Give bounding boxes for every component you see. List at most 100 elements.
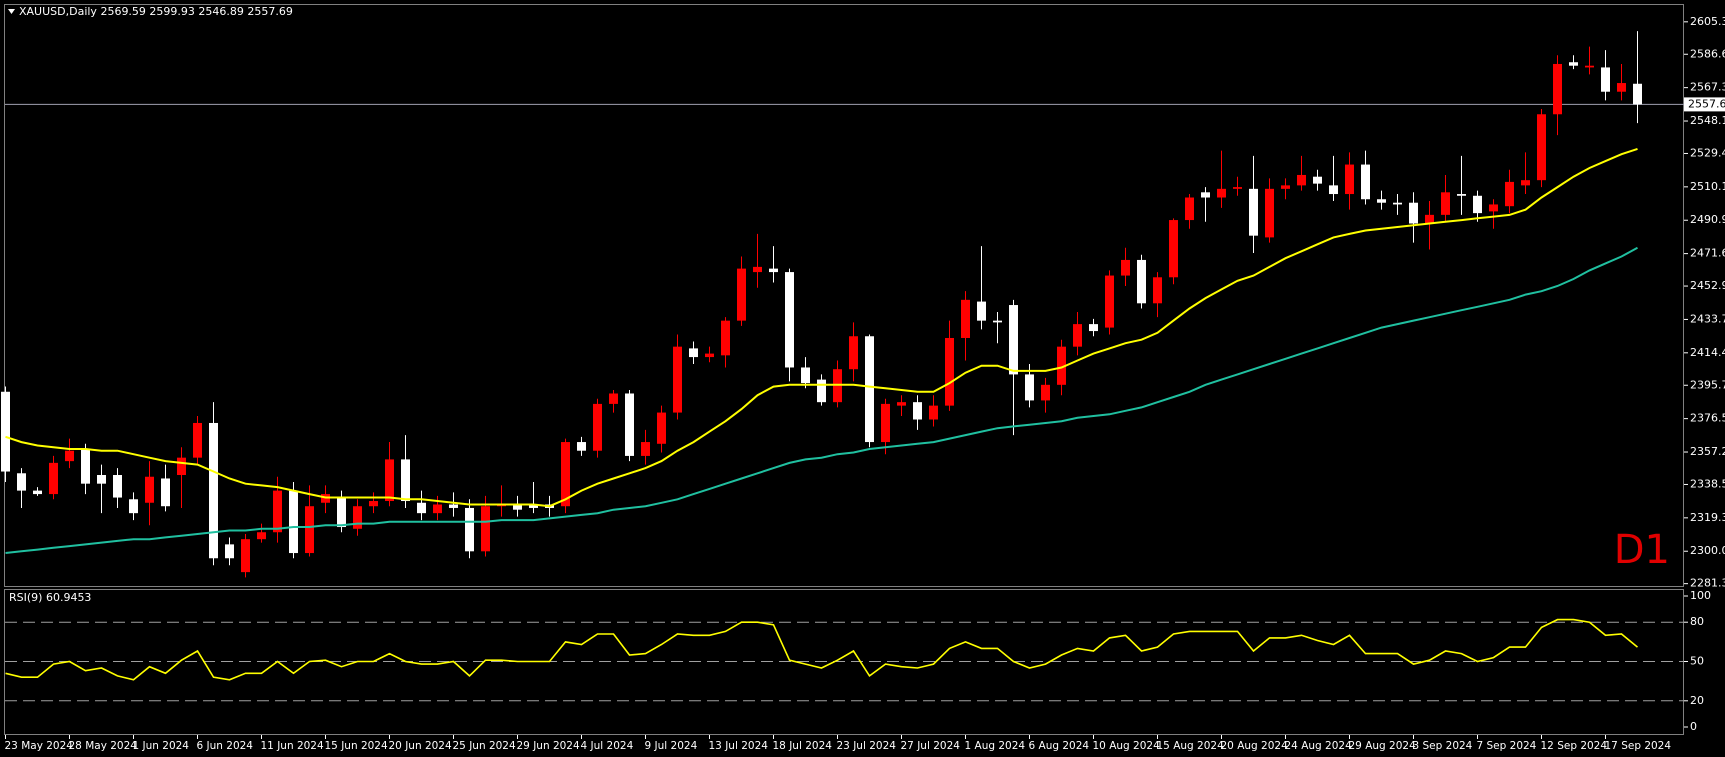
x-tick-label: 15 Jun 2024 bbox=[325, 740, 388, 752]
menu-triangle[interactable] bbox=[8, 9, 15, 14]
y-tick-label: 2471.65 bbox=[1690, 247, 1725, 260]
current-price-box bbox=[1684, 97, 1725, 112]
y-tick-label: 2414.45 bbox=[1690, 346, 1725, 359]
candle-body bbox=[1585, 65, 1594, 68]
candle-body bbox=[1041, 384, 1050, 401]
candle-body bbox=[65, 450, 74, 462]
candle-body bbox=[657, 412, 666, 444]
x-tick-label: 15 Aug 2024 bbox=[1157, 740, 1225, 752]
y-tick-label: 2300.05 bbox=[1690, 544, 1725, 557]
candle-body bbox=[225, 544, 234, 559]
x-tick-label: 28 May 2024 bbox=[69, 740, 138, 752]
y-tick-label: 2510.15 bbox=[1690, 180, 1725, 193]
candle-body bbox=[929, 405, 938, 420]
y-tick-label: 2395.75 bbox=[1690, 378, 1725, 391]
candle-body bbox=[209, 422, 218, 559]
candle-body bbox=[849, 336, 858, 370]
candle-body bbox=[1201, 192, 1210, 198]
candle-body bbox=[881, 403, 890, 443]
timeframe-label: D1 bbox=[1614, 527, 1670, 573]
main-panel-frame bbox=[4, 4, 1684, 587]
candle-body bbox=[769, 268, 778, 273]
candle-body bbox=[1169, 220, 1178, 278]
candle-body bbox=[1009, 305, 1018, 375]
x-tick-label: 23 Jul 2024 bbox=[837, 740, 897, 752]
x-tick-label: 4 Jul 2024 bbox=[581, 740, 634, 752]
candle-body bbox=[561, 442, 570, 507]
candle-body bbox=[1441, 192, 1450, 215]
candle-body bbox=[1105, 275, 1114, 328]
candle-body bbox=[33, 490, 42, 495]
candle-body bbox=[721, 320, 730, 356]
candle-body bbox=[1313, 176, 1322, 184]
x-tick-label: 1 Aug 2024 bbox=[965, 740, 1026, 752]
y-tick-label: 20 bbox=[1690, 694, 1704, 707]
candle-body bbox=[625, 393, 634, 456]
candle-body bbox=[1137, 259, 1146, 304]
candle-body bbox=[1505, 181, 1514, 207]
y-tick-label: 2319.30 bbox=[1690, 511, 1725, 524]
candle-body bbox=[1521, 180, 1530, 186]
x-tick-label: 27 Jul 2024 bbox=[901, 740, 961, 752]
x-tick-label: 23 May 2024 bbox=[5, 740, 74, 752]
x-tick-label: 17 Sep 2024 bbox=[1605, 740, 1672, 752]
candle-body bbox=[449, 504, 458, 508]
y-tick-label: 2548.10 bbox=[1690, 114, 1725, 127]
candle-body bbox=[369, 501, 378, 507]
candle-body bbox=[1153, 277, 1162, 304]
candle-body bbox=[385, 459, 394, 502]
candle-body bbox=[161, 478, 170, 507]
y-tick-label: 2529.40 bbox=[1690, 146, 1725, 159]
x-tick-label: 9 Jul 2024 bbox=[645, 740, 698, 752]
candle-body bbox=[577, 442, 586, 451]
candle-body bbox=[1057, 346, 1066, 385]
y-tick-label: 2586.60 bbox=[1690, 47, 1725, 60]
x-tick-label: 18 Jul 2024 bbox=[773, 740, 833, 752]
candle-body bbox=[1457, 194, 1466, 196]
candle-body bbox=[337, 497, 346, 528]
candle-body bbox=[913, 402, 922, 420]
candle-body bbox=[961, 299, 970, 338]
candle-body bbox=[1409, 202, 1418, 224]
candle-body bbox=[1393, 202, 1402, 205]
candle-body bbox=[1121, 259, 1130, 276]
candle-body bbox=[465, 507, 474, 552]
candle-body bbox=[481, 506, 490, 552]
candle-body bbox=[1473, 195, 1482, 214]
candle-body bbox=[1329, 185, 1338, 195]
x-tick-label: 11 Jun 2024 bbox=[261, 740, 324, 752]
y-tick-label: 2357.25 bbox=[1690, 445, 1725, 458]
moving-average-line bbox=[5, 147, 1638, 508]
candle-body bbox=[1489, 204, 1498, 212]
candle-body bbox=[641, 442, 650, 456]
candle-body bbox=[993, 320, 1002, 323]
candle-body bbox=[529, 504, 538, 508]
candle-body bbox=[273, 490, 282, 533]
candle-body bbox=[689, 348, 698, 358]
candle-body bbox=[241, 539, 250, 573]
candle-body bbox=[897, 402, 906, 406]
chart-title: XAUUSD,Daily 2569.59 2599.93 2546.89 255… bbox=[19, 5, 293, 18]
candle-body bbox=[1617, 83, 1626, 92]
y-tick-label: 2376.50 bbox=[1690, 412, 1725, 425]
candle-body bbox=[1073, 324, 1082, 347]
candle-body bbox=[753, 266, 762, 273]
y-tick-label: 2490.90 bbox=[1690, 213, 1725, 226]
current-price-label: 2557.69 bbox=[1688, 97, 1725, 110]
x-tick-label: 10 Aug 2024 bbox=[1093, 740, 1161, 752]
candle-body bbox=[81, 448, 90, 484]
candle-body bbox=[353, 506, 362, 529]
candle-body bbox=[609, 393, 618, 404]
y-tick-label: 2567.35 bbox=[1690, 81, 1725, 94]
candle-body bbox=[257, 532, 266, 540]
candle-body bbox=[1025, 374, 1034, 401]
y-tick-label: 100 bbox=[1690, 589, 1711, 602]
candle-body bbox=[417, 502, 426, 514]
candle-body bbox=[1217, 188, 1226, 198]
candle-body bbox=[705, 353, 714, 358]
candle-body bbox=[865, 336, 874, 443]
candle-body bbox=[1377, 199, 1386, 203]
y-tick-label: 80 bbox=[1690, 615, 1704, 628]
